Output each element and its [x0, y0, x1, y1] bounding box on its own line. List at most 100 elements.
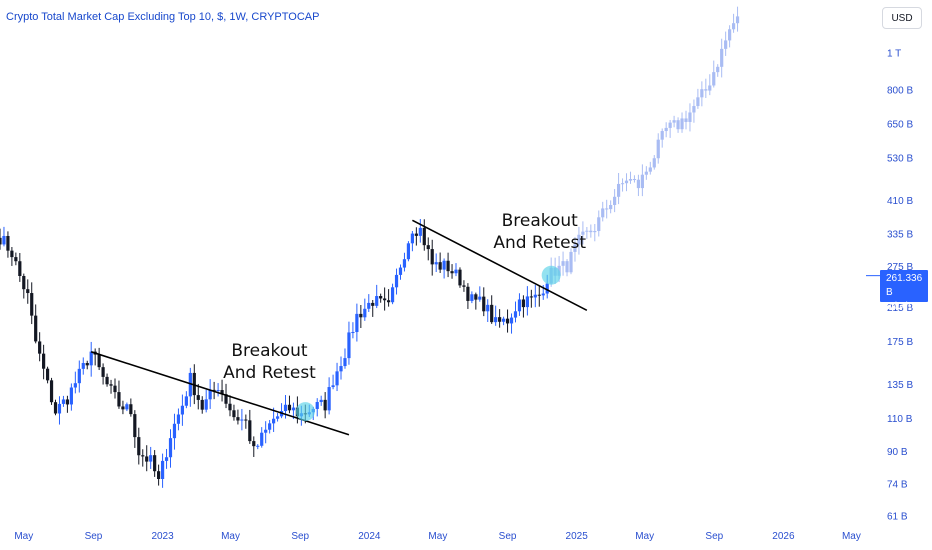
candle: [97, 347, 101, 371]
chart-title: Crypto Total Market Cap Excluding Top 10…: [6, 11, 320, 23]
price-tick-label: 90 B: [887, 447, 908, 458]
candle: [69, 383, 73, 411]
candle: [260, 427, 264, 448]
candle: [279, 403, 284, 419]
candle: [537, 285, 541, 307]
candle: [244, 414, 248, 429]
candle: [470, 291, 474, 304]
projection-candle: [731, 13, 736, 33]
candle: [331, 374, 335, 390]
candle: [30, 282, 34, 325]
candle: [172, 413, 177, 450]
candle: [101, 363, 105, 385]
candle: [462, 280, 466, 292]
time-axis[interactable]: May Sep 2023 May Sep 2024 May Sep 2025 May Sep 2026…: [14, 531, 861, 542]
candle: [498, 309, 502, 328]
candle: [264, 421, 268, 444]
projection-candle: [573, 237, 577, 262]
candle: [438, 252, 442, 273]
candle: [509, 313, 514, 334]
candle: [145, 445, 149, 472]
candle: [65, 395, 70, 413]
candle: [113, 378, 117, 399]
time-tick-label: Sep: [499, 531, 517, 542]
price-tick-label: 410 B: [887, 196, 913, 207]
candle: [141, 449, 145, 467]
price-tick-label: 110 B: [887, 414, 913, 425]
candle: [133, 410, 137, 448]
time-tick-label: May: [842, 531, 861, 542]
time-tick-label: Sep: [291, 531, 309, 542]
projection-candle: [696, 88, 700, 109]
price-tick-label: 215 B: [887, 303, 913, 314]
candle: [398, 264, 403, 280]
last-price-value: 261.336 B: [886, 272, 923, 298]
candle: [34, 304, 38, 344]
projection-candle: [676, 117, 680, 133]
time-tick-label: 2023: [151, 531, 174, 542]
candle: [160, 453, 165, 488]
projection-candle: [632, 175, 637, 183]
candle: [73, 371, 77, 394]
candle: [359, 305, 363, 328]
projection-candle: [581, 221, 585, 245]
candle: [26, 279, 30, 304]
projection-candle: [620, 178, 625, 192]
candle: [57, 396, 62, 425]
candle: [402, 252, 407, 272]
candle: [367, 294, 371, 312]
candle: [137, 427, 141, 465]
price-tick-label: 335 B: [887, 230, 913, 241]
projection-candle: [735, 6, 740, 32]
projection-candle: [692, 99, 696, 123]
price-axis[interactable]: 1 T 800 B 650 B 530 B 410 B 335 B 275 B 215 B 17…: [866, 48, 913, 523]
candle: [343, 348, 347, 369]
last-price-tag: 261.336 B 3d 4h: [880, 269, 928, 312]
candle: [204, 389, 208, 413]
candle: [216, 383, 220, 397]
candle: [93, 348, 97, 366]
highlights-layer: [295, 265, 561, 422]
candle: [466, 283, 470, 309]
candles-layer: [0, 6, 740, 488]
candle: [287, 395, 292, 414]
candle: [53, 399, 58, 416]
candle: [529, 289, 533, 308]
price-tick-label: 275 B: [887, 262, 913, 273]
annotation-line-2: And Retest: [493, 233, 587, 254]
candle: [61, 395, 66, 407]
candle: [200, 396, 204, 414]
candle: [505, 309, 510, 333]
candle: [256, 444, 260, 450]
candle: [517, 293, 522, 316]
currency-button[interactable]: USD: [882, 7, 922, 29]
candle: [315, 398, 319, 417]
candle: [406, 241, 411, 262]
candle: [42, 344, 46, 380]
candle: [248, 409, 252, 444]
candle: [45, 366, 50, 384]
candle: [252, 436, 256, 457]
candle: [208, 379, 212, 409]
candle: [117, 380, 121, 409]
projection-candle: [628, 171, 633, 184]
time-tick-label: Sep: [85, 531, 103, 542]
candle: [339, 356, 343, 380]
projection-candle: [708, 74, 712, 96]
price-tick-label: 175 B: [887, 337, 913, 348]
candle: [478, 286, 482, 302]
candle: [386, 289, 391, 307]
candle: [10, 246, 14, 266]
retest-highlight-2: [541, 265, 561, 285]
projection-candle: [624, 173, 629, 192]
candle: [38, 332, 42, 362]
candle: [327, 377, 331, 415]
candle: [371, 300, 375, 317]
candle: [232, 404, 236, 421]
projection-candle: [668, 119, 672, 138]
candle: [446, 252, 450, 278]
candle: [168, 429, 173, 468]
projection-candle: [728, 25, 732, 48]
projection-candle: [609, 200, 613, 214]
